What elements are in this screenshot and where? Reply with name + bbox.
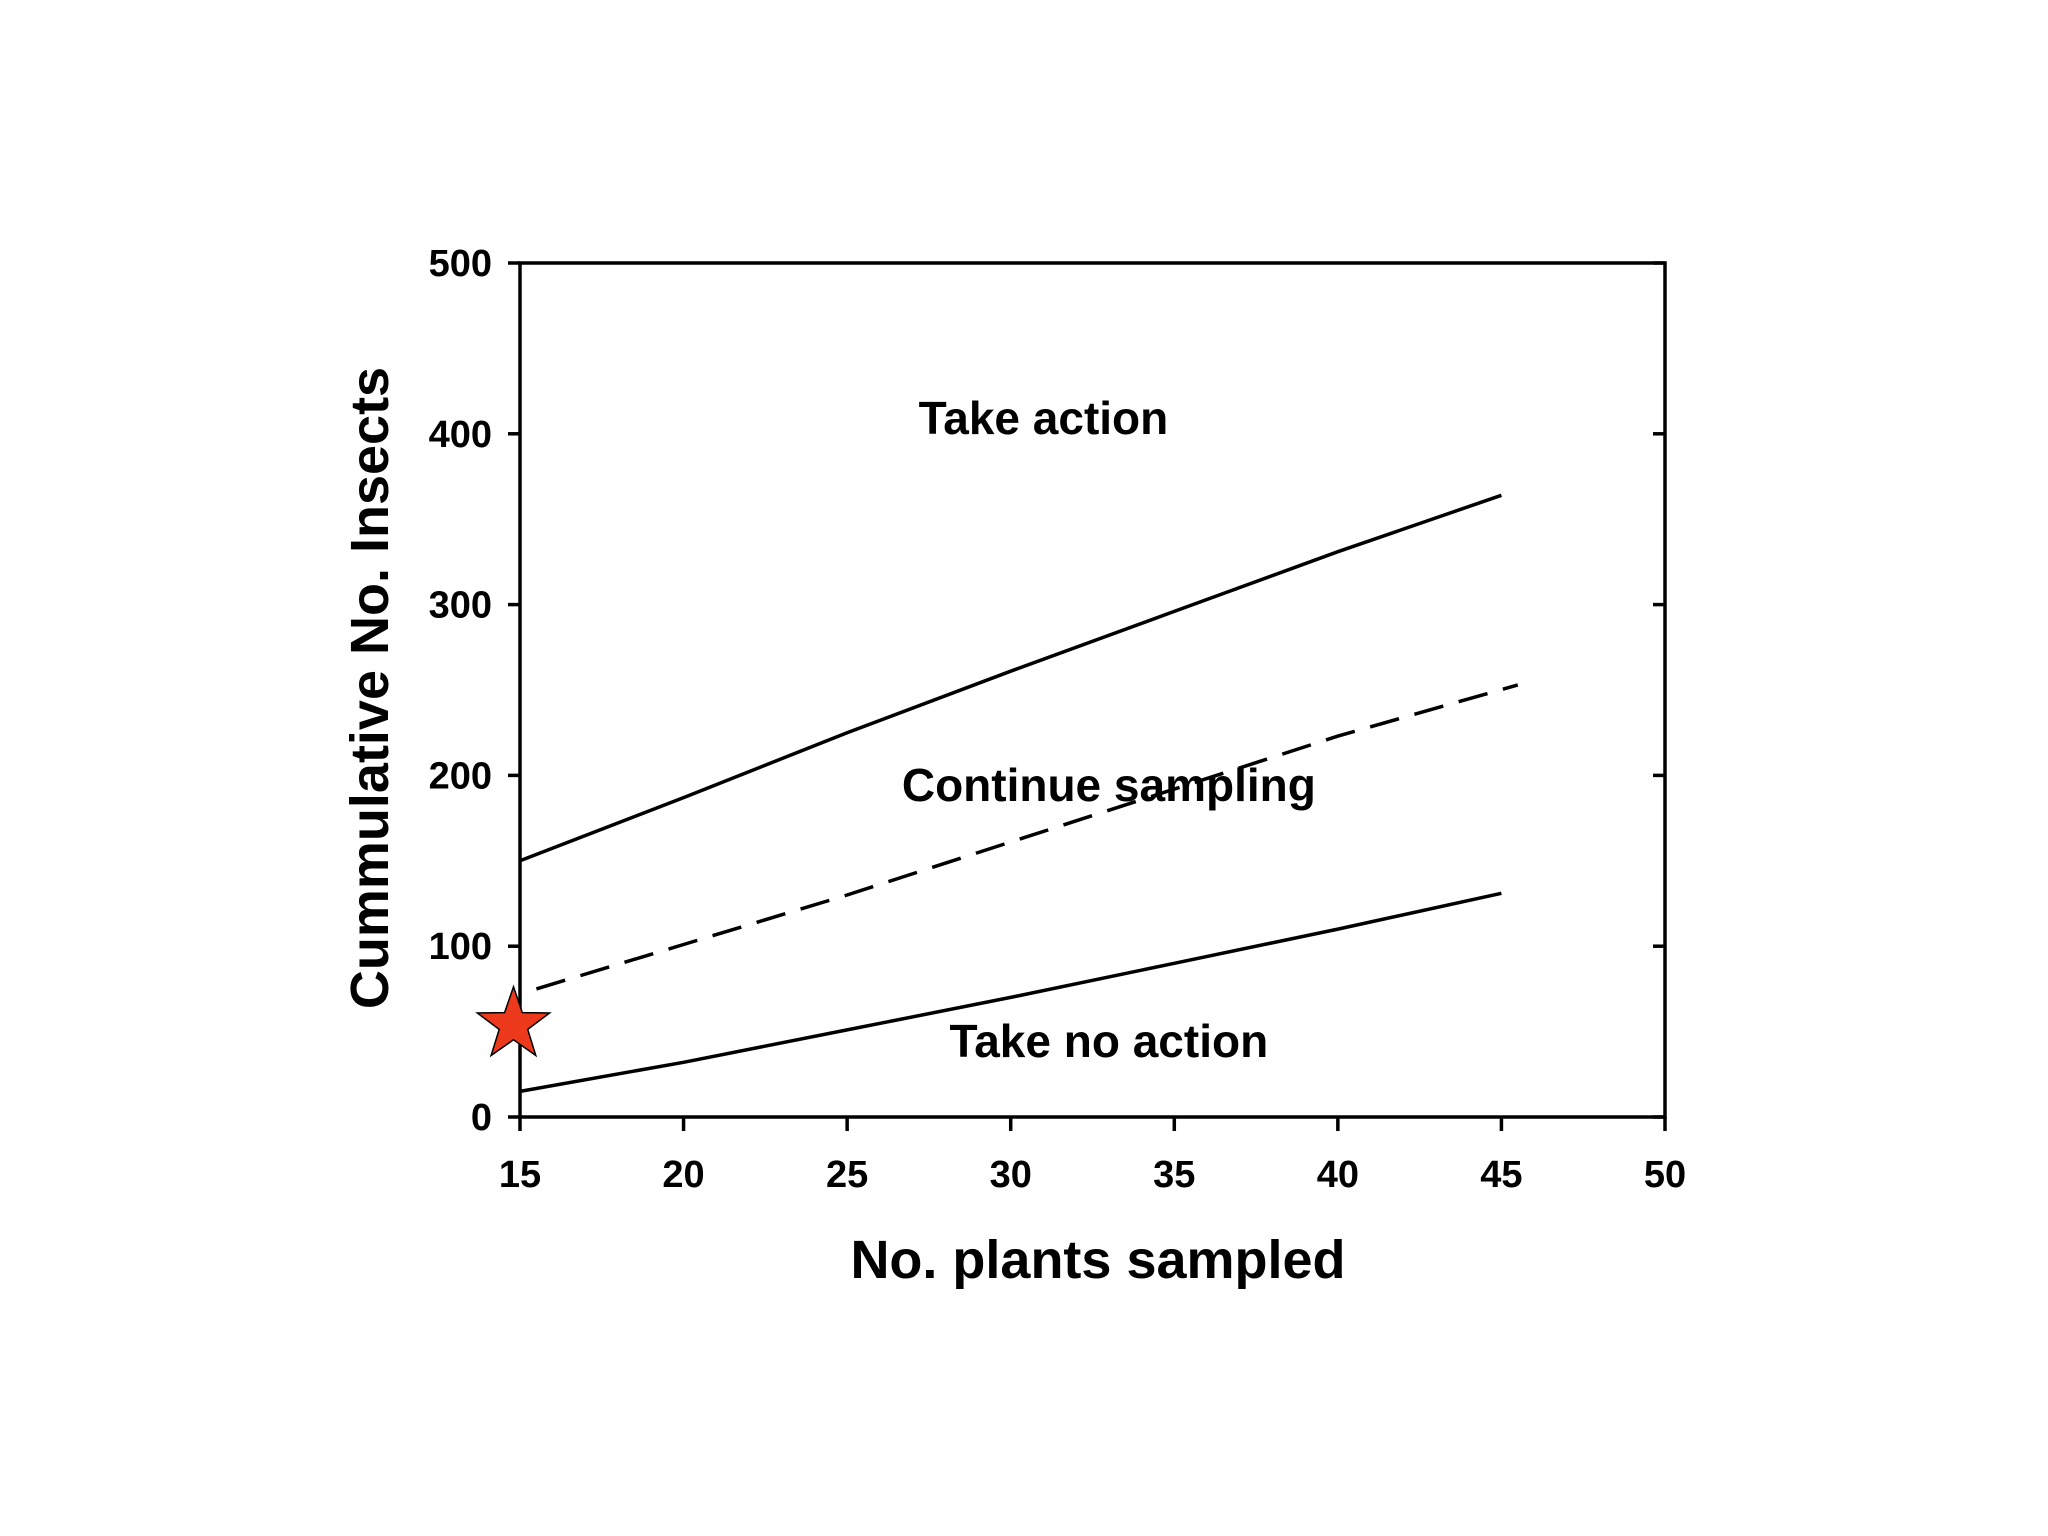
star-marker: [475, 984, 552, 1058]
y-axis-title: Cummulative No. Insects: [340, 367, 400, 1009]
x-tick-label: 25: [826, 1154, 868, 1196]
marker-group: [475, 984, 552, 1058]
dashed-series-line: [535, 683, 1519, 991]
x-tick-label: 30: [990, 1154, 1032, 1196]
annotation-group: Take action Continue sampling Take no acti…: [902, 392, 1316, 1067]
x-axis-ticks: 15 20 25 30 35 40 45 50: [499, 1117, 1686, 1196]
x-tick-label: 35: [1153, 1154, 1195, 1196]
plot-border: [518, 261, 1667, 1119]
x-tick-label: 40: [1317, 1154, 1359, 1196]
y-tick-label: 200: [429, 755, 492, 797]
y-axis-ticks: 0 100 200 300 400 500: [429, 243, 1665, 1139]
region-label: Take action: [919, 392, 1169, 444]
region-label: Take no action: [950, 1015, 1269, 1067]
y-tick-label: 100: [429, 926, 492, 968]
x-tick-label: 15: [499, 1154, 541, 1196]
x-tick-label: 20: [662, 1154, 704, 1196]
x-tick-label: 45: [1480, 1154, 1522, 1196]
solid-series-line: [519, 891, 1502, 1094]
y-tick-label: 500: [429, 243, 492, 285]
y-tick-label: 0: [471, 1097, 492, 1139]
y-tick-label: 400: [429, 414, 492, 456]
region-label: Continue sampling: [902, 759, 1316, 811]
plot-frame: [518, 261, 1667, 1119]
solid-series-line: [519, 493, 1502, 863]
series-group: [519, 493, 1519, 1094]
x-axis-title: No. plants sampled: [850, 1230, 1345, 1290]
y-tick-label: 300: [429, 585, 492, 627]
x-tick-label: 50: [1644, 1154, 1686, 1196]
